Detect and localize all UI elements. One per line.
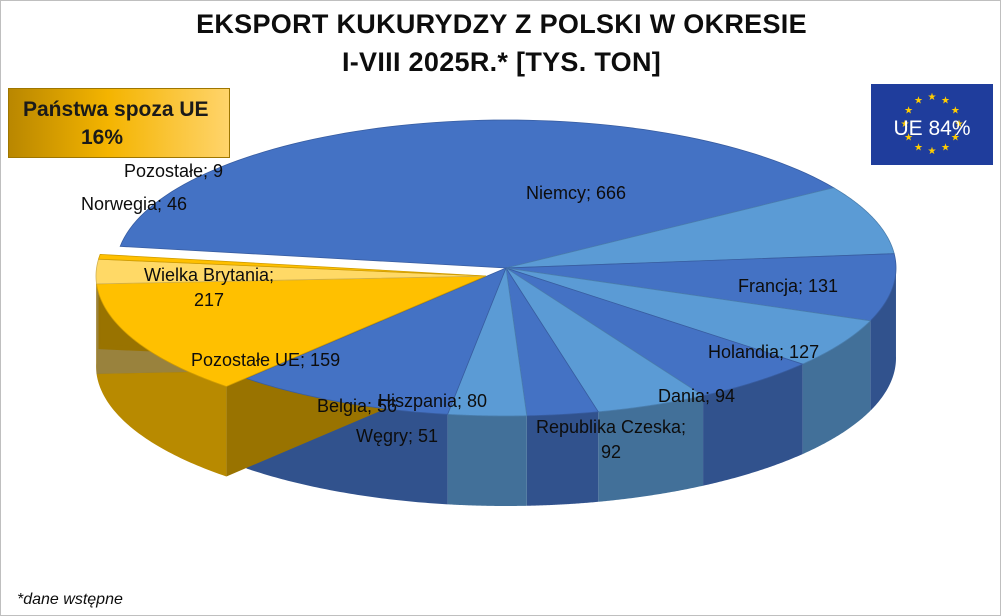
pie-slice-pozostałe (97, 253, 487, 277)
slice-label-wielka-brytania: Wielka Brytania; 217 (119, 263, 299, 313)
slice-label-wegry: Węgry; 51 (356, 426, 439, 446)
pie-slice-dania (505, 267, 872, 365)
pie-slice-pozostałe-ue (245, 267, 507, 415)
pie-slice-wielka-brytania (96, 275, 487, 387)
slice-label-republika-czeska: Republika Czeska; 92 (521, 415, 701, 465)
pie-slice-węgry (505, 267, 599, 417)
eu-star-icon: ★ (951, 133, 960, 144)
eu-star-icon: ★ (955, 119, 964, 130)
slice-label-hiszpania: Hiszpania; 80 (378, 391, 488, 411)
pie-tops (95, 119, 897, 417)
pie-slice-francja (505, 187, 895, 269)
slice-label-norwegia: Norwegia; 46 (81, 194, 188, 214)
pie-slice-hiszpania (505, 267, 705, 413)
pie-side-holandia (870, 266, 896, 411)
slice-label-dania: Dania; 94 (658, 386, 736, 406)
slice-label-niemcy: Niemcy; 666 (526, 183, 627, 203)
slice-label-wielka-brytania-value: 217 (193, 290, 225, 310)
pie-side-wielka-brytania (96, 283, 227, 477)
slice-label-republika-czeska-value: 92 (600, 442, 622, 462)
pie-slice-republika-czeska (505, 267, 804, 397)
slice-label-republika-czeska-name: Republika Czeska; (535, 417, 687, 437)
footnote: *dane wstępne (17, 591, 123, 608)
pie-side-hiszpania (598, 395, 704, 502)
eu-flag-box: ★ ★ ★ ★ ★ ★ ★ ★ ★ ★ ★ ★ UE 84% (871, 84, 993, 165)
chart-title-line-1: EKSPORT KUKURYDZY Z POLSKI W OKRESIE (196, 9, 807, 39)
eu-share-label: UE 84% (893, 117, 971, 140)
pie-side-belgia (447, 414, 527, 506)
slice-label-pozostale: Pozostałe; 9 (124, 161, 224, 181)
chart-title-line-2: I-VIII 2025R.* [TYS. TON] (341, 47, 662, 77)
pie-side-węgry (526, 411, 599, 506)
eu-star-icon: ★ (941, 142, 950, 153)
pie-slice-norwegia (95, 258, 487, 285)
eu-star-icon: ★ (904, 106, 913, 117)
eu-star-icon: ★ (901, 119, 910, 130)
non-eu-label: Państwa spoza UE (23, 98, 209, 121)
non-eu-share: 16% (81, 126, 124, 149)
eu-star-icon: ★ (941, 96, 950, 107)
pie-side-norwegia (96, 273, 97, 374)
eu-star-icon: ★ (904, 133, 913, 144)
pie-slice-niemcy (119, 119, 835, 269)
eu-stars-icon: ★★★★★★★★★ ★ ★★ (901, 92, 964, 157)
eu-star-icon: ★ (928, 92, 937, 103)
pie-slice-belgia (447, 266, 528, 417)
pie-side-republika-czeska (703, 364, 803, 486)
non-eu-share-box: Państwa spoza UE 16% (8, 88, 230, 158)
eu-star-icon: ★ (928, 146, 937, 157)
eu-star-icon: ★ (914, 142, 923, 153)
slice-label-pozostale-ue: Pozostałe UE; 159 (191, 350, 341, 370)
pie-side-dania (802, 320, 871, 455)
slice-label-holandia: Holandia; 127 (708, 342, 820, 362)
pie-slice-holandia (505, 253, 897, 322)
eu-star-icon: ★ (951, 106, 960, 117)
slice-label-belgia: Belgia; 56 (317, 396, 398, 416)
eu-star-icon: ★ (914, 96, 923, 107)
slice-label-francja: Francja; 131 (738, 276, 839, 296)
slice-label-wielka-brytania-name: Wielka Brytania; (143, 265, 275, 285)
